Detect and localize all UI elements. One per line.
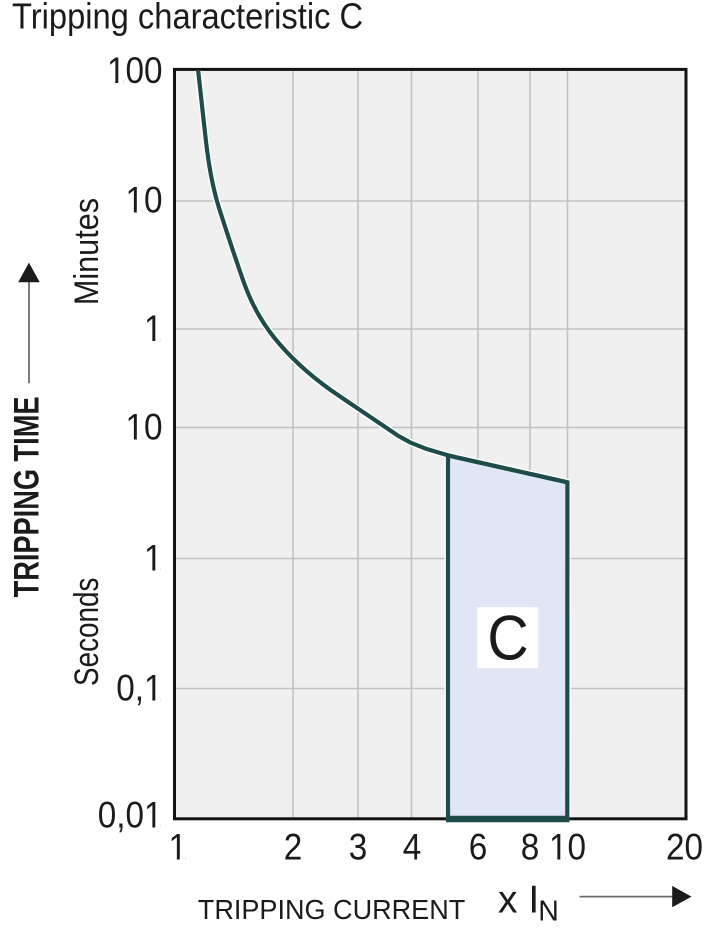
svg-text:20: 20	[666, 827, 703, 868]
svg-text:100: 100	[107, 50, 163, 91]
svg-text:2: 2	[284, 827, 303, 868]
svg-text:10: 10	[125, 407, 162, 448]
svg-text:10: 10	[125, 180, 162, 221]
svg-text:1: 1	[144, 538, 163, 579]
svg-text:6: 6	[469, 827, 488, 868]
svg-text:1: 1	[168, 827, 187, 868]
svg-text:0,1: 0,1	[116, 668, 162, 709]
svg-text:8: 8	[521, 827, 540, 868]
svg-text:TRIPPING CURRENT: TRIPPING CURRENT	[198, 894, 466, 925]
svg-text:TRIPPING TIME: TRIPPING TIME	[7, 397, 46, 598]
svg-text:Seconds: Seconds	[67, 578, 105, 686]
svg-text:N: N	[538, 896, 559, 928]
svg-text:10: 10	[549, 827, 586, 868]
svg-text:0,01: 0,01	[98, 795, 163, 836]
svg-text:C: C	[487, 602, 528, 673]
svg-text:Tripping characteristic C: Tripping characteristic C	[12, 0, 363, 37]
svg-text:3: 3	[349, 827, 368, 868]
svg-text:x I: x I	[498, 879, 539, 922]
svg-text:Minutes: Minutes	[67, 198, 105, 305]
svg-text:1: 1	[144, 308, 163, 349]
svg-text:4: 4	[403, 827, 422, 868]
